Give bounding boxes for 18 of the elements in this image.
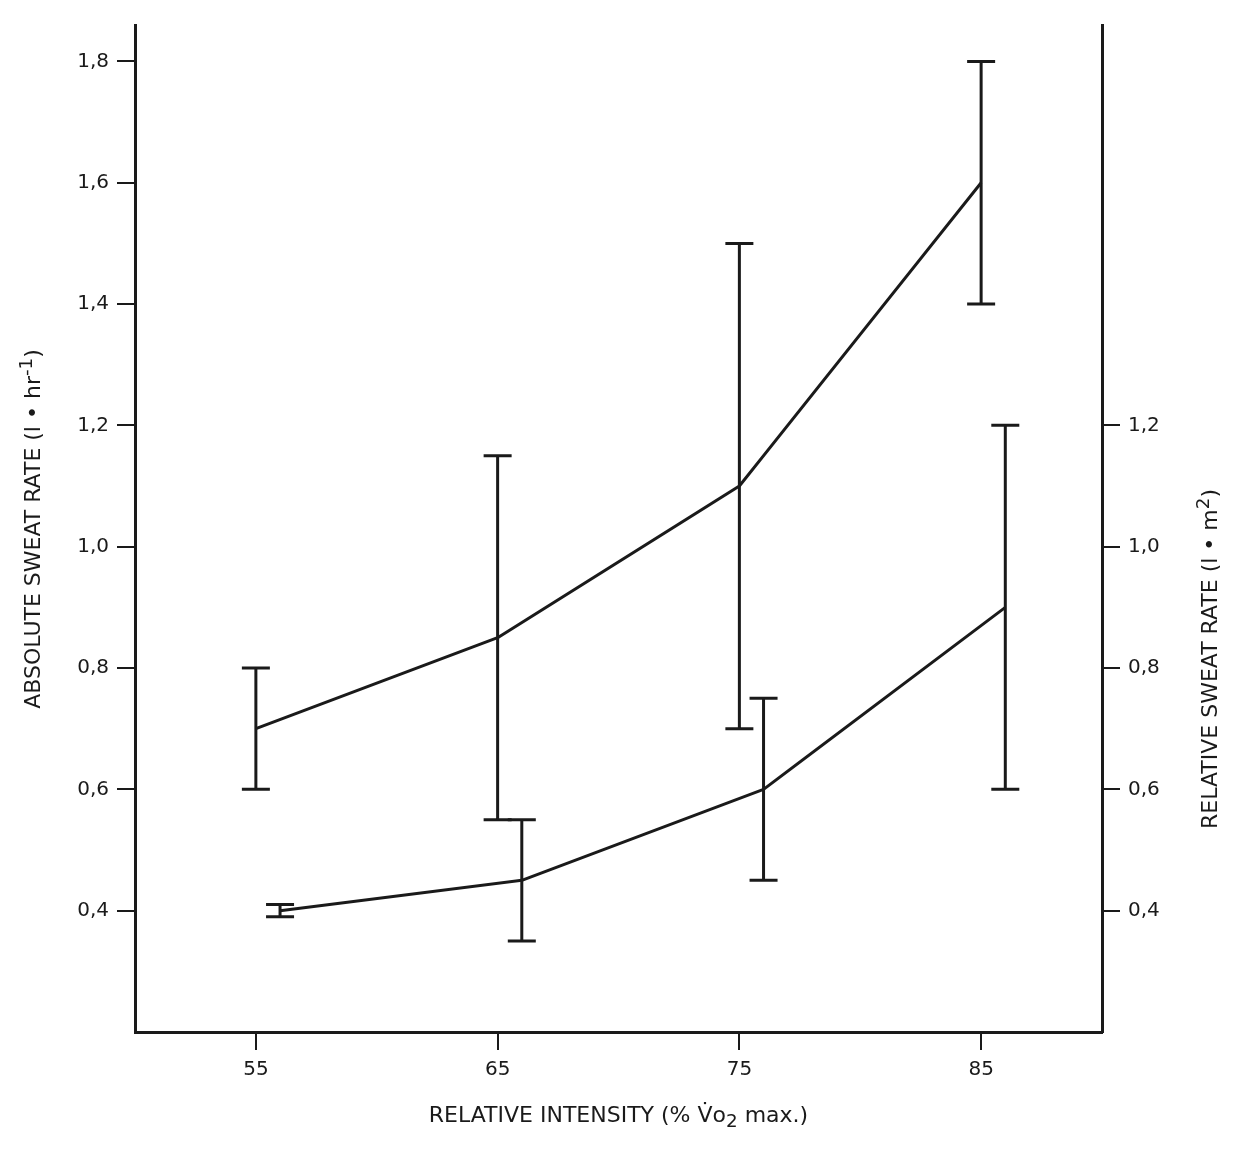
x-axis-title: RELATIVE INTENSITY (% V̇o$_{2}$ max.) bbox=[428, 1102, 809, 1132]
y-tick-label: 1,0 bbox=[77, 532, 109, 557]
y-tick-label: 0,4 bbox=[77, 896, 109, 921]
x-tick-label: 55 bbox=[243, 1056, 269, 1081]
y-tick-label: 1,6 bbox=[77, 168, 109, 193]
y-tick-label: 1,8 bbox=[77, 47, 109, 72]
y-tick-label: 0,8 bbox=[77, 654, 109, 679]
y2-tick-label: 1,2 bbox=[1128, 411, 1160, 436]
y-tick-label: 1,2 bbox=[77, 411, 109, 436]
y-tick-label: 0,6 bbox=[77, 775, 109, 800]
x-tick-label: 85 bbox=[968, 1056, 994, 1081]
y2-tick-label: 0,8 bbox=[1128, 654, 1160, 679]
x-tick-label: 65 bbox=[484, 1056, 511, 1081]
y2-tick-label: 1,0 bbox=[1128, 532, 1160, 557]
y2-tick-label: 0,4 bbox=[1128, 896, 1160, 921]
x-tick-label: 75 bbox=[726, 1056, 753, 1081]
y-tick-label: 1,4 bbox=[77, 290, 109, 315]
y2-tick-label: 0,6 bbox=[1128, 775, 1160, 800]
